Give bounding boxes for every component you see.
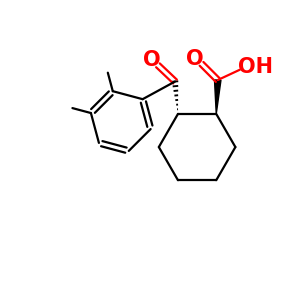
Text: O: O: [143, 50, 160, 70]
Text: O: O: [186, 49, 204, 69]
Text: OH: OH: [238, 57, 273, 77]
Polygon shape: [214, 80, 221, 114]
